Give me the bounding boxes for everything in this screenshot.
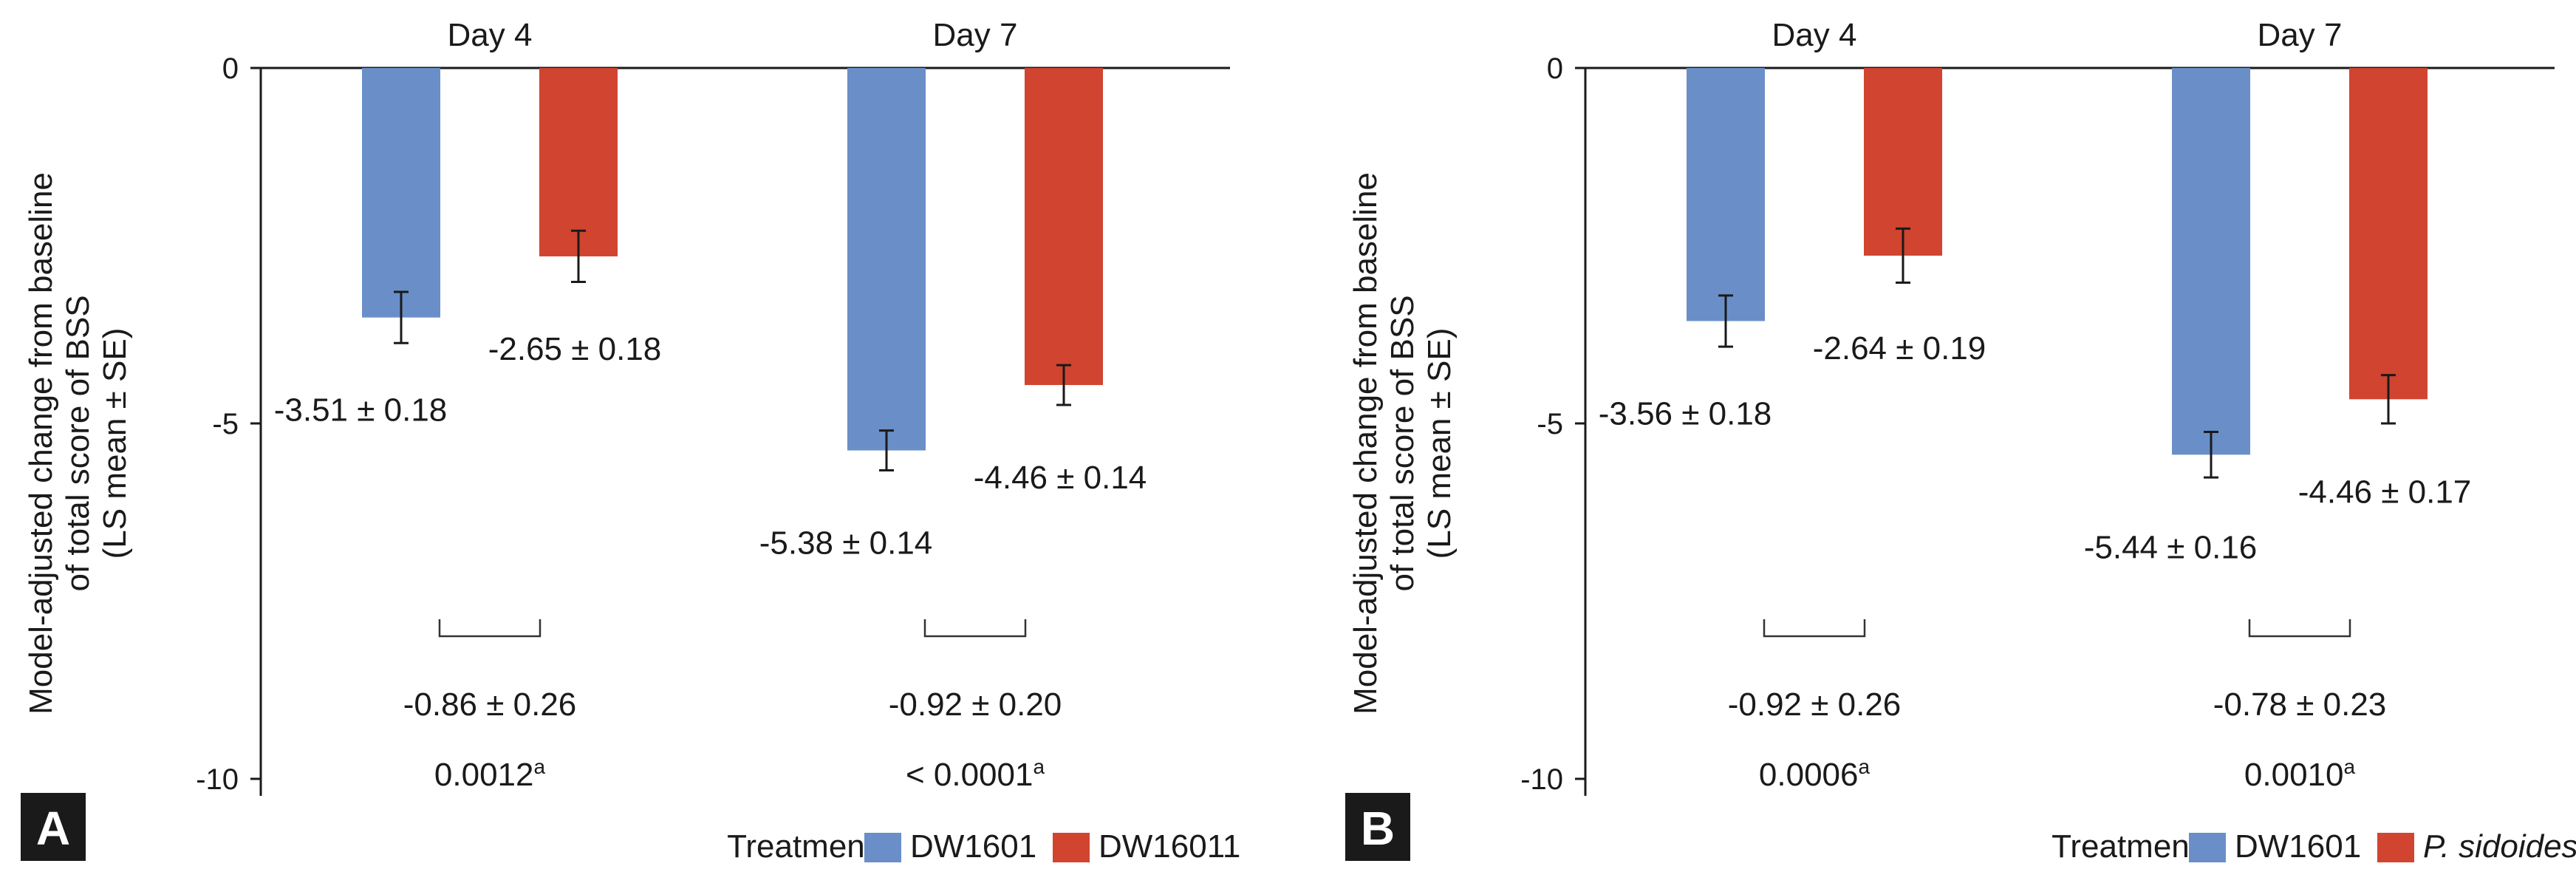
value-label: -5.44 ± 0.16	[2084, 529, 2258, 565]
y-axis-label-line: Model-adjusted change from baseline	[23, 172, 59, 715]
difference-label: -0.86 ± 0.26	[403, 686, 577, 723]
p-value-superscript: a	[1859, 755, 1870, 778]
legend-label: DW1601	[2235, 828, 2361, 865]
p-value-superscript: a	[2344, 755, 2356, 778]
y-tick-label: -5	[1537, 408, 1563, 440]
bar-comparator-day4	[539, 68, 618, 256]
bar-comparator-day4	[1864, 68, 1942, 256]
panel-letter: A	[36, 802, 70, 855]
difference-label: -0.78 ± 0.23	[2213, 686, 2387, 723]
legend-swatch	[1053, 833, 1090, 862]
panel-b: 0 -5 -10 Model-adjusted change from baselin…	[1345, 17, 2576, 865]
legend-title: Treatment	[727, 828, 874, 865]
comparison-bracket	[2248, 619, 2351, 638]
p-value-text: 0.0010	[2244, 757, 2344, 793]
legend-swatch	[2377, 833, 2414, 862]
panel-a: 0 -5 -10 Model-adjusted change from baselin…	[21, 17, 1240, 865]
p-value-label: 0.0010a	[2244, 755, 2356, 793]
panel-letter: B	[1361, 802, 1395, 855]
category-label: Day 7	[933, 17, 1018, 53]
y-axis-label-line: of total score of BSS	[60, 295, 96, 591]
p-value-label: < 0.0001a	[906, 755, 1045, 793]
category-label: Day 7	[2258, 17, 2343, 53]
y-axis-label: Model-adjusted change from baseline of to…	[23, 172, 133, 715]
legend-swatch	[2189, 833, 2226, 862]
p-value-superscript: a	[534, 755, 546, 778]
y-axis-label-line: (LS mean ± SE)	[97, 328, 133, 559]
value-label: -5.38 ± 0.14	[759, 525, 933, 562]
p-value-text: 0.0006	[1759, 757, 1859, 793]
difference-label: -0.92 ± 0.20	[889, 686, 1062, 723]
p-value-superscript: a	[1033, 755, 1045, 778]
bar-dw1601-day4	[1687, 68, 1765, 321]
bar-comparator-day7	[2349, 68, 2428, 400]
comparison-bracket	[438, 619, 541, 638]
value-label: -3.56 ± 0.18	[1599, 395, 1772, 432]
comparison-bracket	[1763, 619, 1866, 638]
comparison-bracket	[923, 619, 1027, 638]
y-axis-label-line: Model-adjusted change from baseline	[1347, 172, 1384, 715]
bar-dw1601-day7	[2172, 68, 2250, 455]
y-tick-label: 0	[222, 52, 239, 85]
bar-comparator-day7	[1025, 68, 1103, 386]
p-value-label: 0.0006a	[1759, 755, 1870, 793]
value-label: -2.64 ± 0.19	[1813, 330, 1986, 367]
panel-badge	[21, 793, 86, 861]
difference-label: -0.92 ± 0.26	[1728, 686, 1902, 723]
y-tick-label: -5	[212, 408, 239, 440]
legend-swatch	[864, 833, 901, 862]
y-tick-label: -10	[1520, 763, 1563, 796]
value-label: -4.46 ± 0.14	[974, 460, 1147, 496]
category-label: Day 4	[1772, 17, 1857, 53]
bar-dw1601-day4	[362, 68, 440, 318]
y-axis-label-line: (LS mean ± SE)	[1421, 328, 1458, 559]
y-axis-label-line: of total score of BSS	[1384, 295, 1421, 591]
category-label: Day 4	[448, 17, 533, 53]
panel-badge	[1345, 793, 1410, 861]
legend-label: DW1601	[910, 828, 1036, 865]
p-value-text: < 0.0001	[906, 757, 1034, 793]
value-label: -2.65 ± 0.18	[488, 331, 662, 367]
legend-label: P. sidoides	[2423, 828, 2576, 865]
value-label: -3.51 ± 0.18	[274, 392, 448, 429]
legend-label: DW16011	[1099, 828, 1240, 865]
y-tick-label: 0	[1547, 52, 1563, 85]
y-tick-label: -10	[196, 763, 239, 796]
value-label: -4.46 ± 0.17	[2298, 474, 2472, 510]
legend-title: Treatment	[2051, 828, 2199, 865]
y-axis-label: Model-adjusted change from baseline of to…	[1347, 172, 1458, 715]
p-value-text: 0.0012	[434, 757, 534, 793]
bar-dw1601-day7	[847, 68, 926, 451]
p-value-label: 0.0012a	[434, 755, 546, 793]
